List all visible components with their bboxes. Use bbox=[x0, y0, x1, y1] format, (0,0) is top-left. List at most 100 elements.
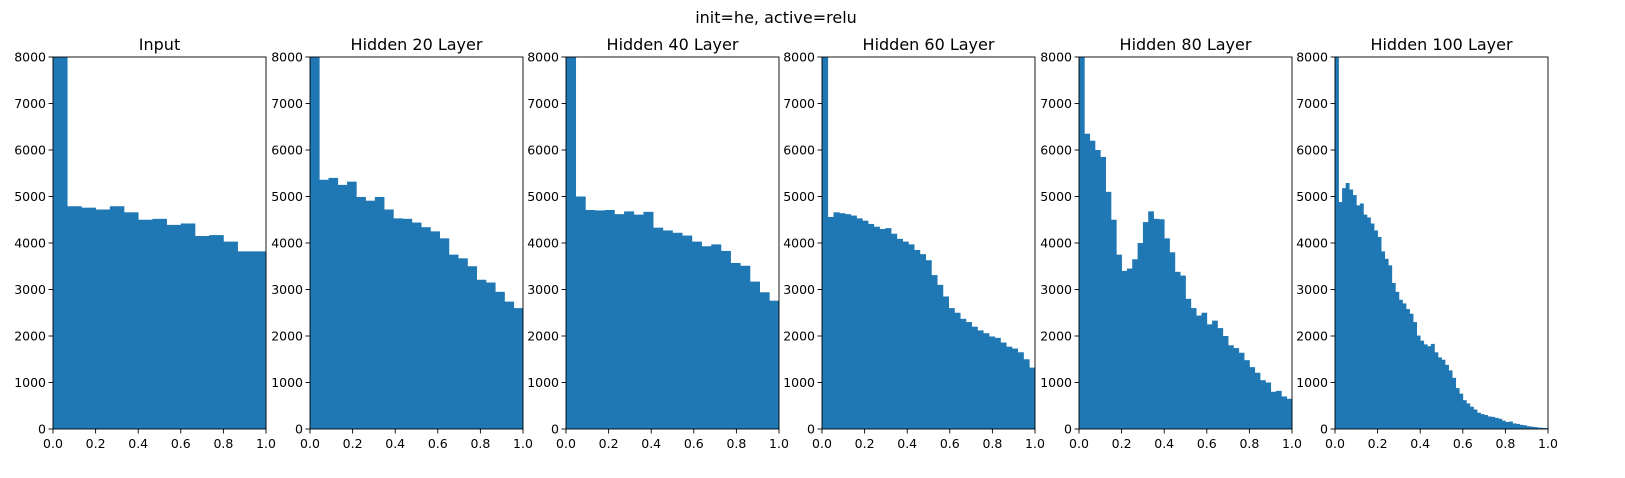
y-tick-label: 4000 bbox=[783, 236, 815, 251]
histogram-bar bbox=[1276, 390, 1282, 429]
panel-title: Hidden 80 Layer bbox=[1120, 35, 1252, 54]
histogram-panels: Input 0.0 0.2 0.4 0.6 0.8 1.0 0 1000 2000 3000 4000… bbox=[14, 35, 1558, 451]
y-tick-label: 8000 bbox=[527, 50, 559, 65]
histogram-bar bbox=[180, 223, 196, 429]
x-tick-label: 0.8 bbox=[470, 436, 490, 451]
figure-title: init=he, active=relu bbox=[695, 8, 857, 27]
histogram-bar bbox=[1512, 423, 1517, 429]
histogram-bar bbox=[513, 308, 524, 429]
histogram-bar bbox=[310, 57, 320, 429]
histogram-bar bbox=[749, 281, 760, 429]
histogram-bar bbox=[476, 279, 487, 429]
histogram-bar bbox=[421, 227, 431, 429]
histogram-bar bbox=[566, 57, 577, 429]
histogram-bar bbox=[1345, 183, 1350, 429]
histogram-bar bbox=[1281, 396, 1288, 429]
y-tick-label: 2000 bbox=[14, 329, 46, 344]
y-tick-label: 1000 bbox=[783, 375, 815, 390]
histogram-panel-5: Hidden 80 Layer 0.0 0.2 0.4 0.6 0.8 1.0 0 1000 20… bbox=[1040, 35, 1302, 451]
y-tick-label: 4000 bbox=[14, 236, 46, 251]
histogram-bar bbox=[1000, 342, 1007, 429]
histogram-bar bbox=[827, 216, 834, 429]
histogram-bar bbox=[1100, 156, 1106, 430]
y-tick-label: 8000 bbox=[783, 50, 815, 65]
histogram-bar bbox=[1544, 428, 1549, 429]
y-tick-label: 0 bbox=[295, 422, 303, 437]
histogram-bar bbox=[643, 211, 654, 429]
x-tick-label: 0.2 bbox=[343, 436, 363, 451]
histogram-bar bbox=[879, 229, 886, 429]
histogram-bar bbox=[720, 250, 731, 429]
histogram-bar bbox=[1388, 265, 1393, 429]
histogram-bar bbox=[95, 209, 111, 429]
histogram-bar bbox=[1441, 359, 1446, 429]
x-tick-label: 0.2 bbox=[1112, 436, 1132, 451]
histogram-bar bbox=[467, 266, 478, 429]
panel-title: Input bbox=[139, 35, 180, 54]
y-tick-label: 5000 bbox=[14, 189, 46, 204]
x-tick-label: 0.0 bbox=[812, 436, 832, 451]
histogram-bar bbox=[1158, 219, 1165, 429]
histogram-bar bbox=[983, 333, 990, 429]
histogram-bar bbox=[1420, 340, 1425, 429]
histogram-bar bbox=[977, 330, 984, 429]
histogram-bar bbox=[1116, 254, 1122, 430]
histogram-panel-4: Hidden 60 Layer 0.0 0.2 0.4 0.6 0.8 1.0 0 1000 20… bbox=[783, 35, 1045, 451]
y-tick-label: 5000 bbox=[527, 189, 559, 204]
y-tick-label: 1000 bbox=[527, 375, 559, 390]
x-tick-label: 0.6 bbox=[940, 436, 960, 451]
y-tick-label: 7000 bbox=[14, 96, 46, 111]
histogram-bar bbox=[822, 57, 829, 429]
histogram-bar bbox=[439, 238, 450, 429]
histogram-bar bbox=[730, 263, 741, 429]
x-tick-label: 0.8 bbox=[982, 436, 1002, 451]
histogram-bar bbox=[152, 218, 167, 429]
histogram-bar bbox=[1377, 236, 1382, 429]
histogram-panel-1: Input 0.0 0.2 0.4 0.6 0.8 1.0 0 1000 2000 3000 4000… bbox=[14, 35, 276, 451]
histogram-bar bbox=[458, 258, 468, 429]
histogram-bar bbox=[873, 226, 880, 429]
histogram-bar bbox=[1381, 251, 1386, 429]
histogram-bar bbox=[1217, 328, 1224, 429]
histogram-bar bbox=[1244, 360, 1250, 429]
y-tick-label: 1000 bbox=[14, 375, 46, 390]
histogram-bar bbox=[711, 244, 722, 429]
histogram-bar bbox=[604, 209, 615, 429]
histogram-bar bbox=[1480, 414, 1485, 429]
histogram-bar bbox=[1448, 370, 1453, 429]
histogram-bar bbox=[954, 312, 961, 429]
histogram-bar bbox=[1254, 372, 1261, 429]
y-tick-label: 0 bbox=[1064, 422, 1072, 437]
histogram-panel-2: Hidden 20 Layer 0.0 0.2 0.4 0.6 0.8 1.0 0 1000 20… bbox=[271, 35, 533, 451]
histogram-bar bbox=[1356, 205, 1361, 429]
y-tick-label: 5000 bbox=[1040, 189, 1072, 204]
y-tick-label: 6000 bbox=[527, 143, 559, 158]
y-tick-label: 5000 bbox=[783, 189, 815, 204]
y-tick-label: 7000 bbox=[783, 96, 815, 111]
histogram-bar bbox=[1366, 217, 1371, 429]
histogram-bar bbox=[1402, 303, 1407, 429]
histogram-bar bbox=[374, 196, 385, 429]
histogram-bars bbox=[822, 57, 1036, 429]
panel-title: Hidden 20 Layer bbox=[351, 35, 483, 54]
histogram-bar bbox=[1349, 189, 1354, 429]
histogram-bar bbox=[81, 207, 96, 429]
y-tick-label: 0 bbox=[1320, 422, 1328, 437]
histogram-bars bbox=[1335, 57, 1549, 429]
histogram-bar bbox=[1427, 346, 1432, 429]
y-tick-label: 8000 bbox=[271, 50, 303, 65]
histogram-bars bbox=[310, 57, 524, 430]
histogram-bar bbox=[1384, 258, 1389, 429]
histogram-bar bbox=[1126, 268, 1133, 429]
histogram-bar bbox=[1212, 320, 1218, 429]
y-tick-label: 2000 bbox=[1040, 329, 1072, 344]
histogram-bar bbox=[1409, 313, 1414, 429]
histogram-bar bbox=[769, 300, 780, 429]
histogram-bar bbox=[1180, 275, 1186, 429]
histogram-bar bbox=[1398, 299, 1403, 429]
histogram-bar bbox=[1505, 422, 1510, 429]
histogram-bar bbox=[1530, 426, 1535, 429]
y-tick-label: 7000 bbox=[271, 96, 303, 111]
y-tick-label: 4000 bbox=[1040, 236, 1072, 251]
